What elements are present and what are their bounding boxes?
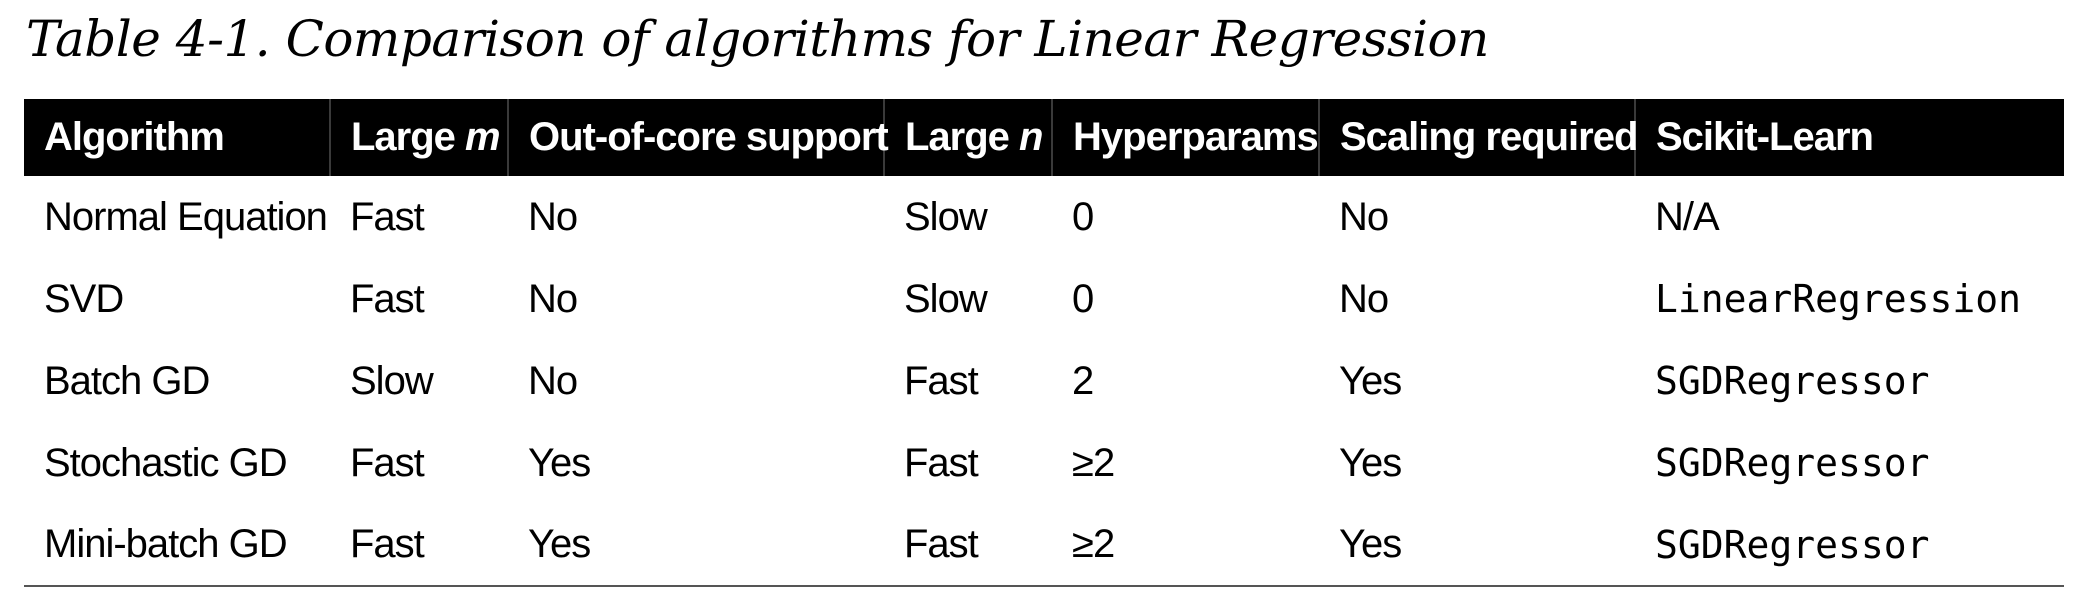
cell-scaling: Yes — [1339, 440, 1402, 485]
cell-algorithm: Batch GD — [44, 358, 210, 403]
header-large-n-var: n — [1019, 115, 1043, 159]
cell-large-n: Slow — [904, 194, 988, 239]
cell-scikit-learn: SGDRegressor — [1655, 359, 1930, 403]
cell-scikit-learn: N/A — [1655, 194, 1720, 239]
cell-large-m: Slow — [350, 358, 434, 403]
cell-algorithm: Normal Equation — [44, 194, 328, 239]
header-out-of-core: Out-of-core support — [507, 99, 889, 176]
cell-out-of-core: Yes — [528, 440, 591, 485]
cell-out-of-core: Yes — [508, 504, 884, 587]
cell-large-n: Fast — [904, 358, 979, 403]
header-row: Algorithm Large m Out-of-core support La… — [24, 99, 2064, 176]
cell-hyperparams: ≥2 — [1052, 504, 1319, 587]
cell-algorithm: Stochastic GD — [44, 440, 288, 485]
table-row: SVD Fast No Slow 0 No LinearRegression — [24, 258, 2064, 340]
cell-large-n: Fast — [884, 504, 1052, 587]
cell-large-m: Fast — [350, 276, 425, 321]
cell-large-n: Slow — [904, 276, 988, 321]
table-body: Normal Equation Fast No Slow 0 No N/A SV… — [24, 176, 2064, 587]
cell-hyperparams: 0 — [1072, 276, 1094, 321]
cell-scaling: No — [1339, 276, 1389, 321]
algorithm-comparison-table: Algorithm Large m Out-of-core support La… — [24, 99, 2064, 587]
cell-scikit-learn: LinearRegression — [1655, 277, 2022, 321]
cell-scaling: Yes — [1339, 358, 1402, 403]
table-caption: Table 4-1. Comparison of algorithms for … — [26, 10, 1489, 68]
header-large-m-var: m — [465, 115, 501, 159]
header-large-n: Large n — [883, 99, 1052, 176]
cell-scikit-learn: SGDRegressor — [1655, 441, 1930, 485]
table-row: Normal Equation Fast No Slow 0 No N/A — [24, 176, 2064, 258]
cell-scikit-learn: SGDRegressor — [1635, 504, 2064, 587]
cell-scaling: No — [1339, 194, 1389, 239]
cell-out-of-core: No — [528, 358, 578, 403]
table-row: Batch GD Slow No Fast 2 Yes SGDRegressor — [24, 340, 2064, 422]
table-row: Mini-batch GD Fast Yes Fast ≥2 Yes SGDRe… — [24, 504, 2064, 587]
cell-hyperparams: ≥2 — [1072, 440, 1115, 485]
cell-algorithm: SVD — [44, 276, 124, 321]
table-row: Stochastic GD Fast Yes Fast ≥2 Yes SGDRe… — [24, 422, 2064, 504]
cell-scaling: Yes — [1319, 504, 1635, 587]
cell-algorithm: Mini-batch GD — [24, 504, 330, 587]
table-header: Algorithm Large m Out-of-core support La… — [24, 99, 2064, 176]
cell-large-m: Fast — [350, 194, 425, 239]
header-large-m: Large m — [329, 99, 508, 176]
cell-hyperparams: 2 — [1072, 358, 1094, 403]
cell-out-of-core: No — [528, 276, 578, 321]
cell-hyperparams: 0 — [1072, 194, 1094, 239]
cell-large-m: Fast — [330, 504, 508, 587]
header-scikit-learn: Scikit-Learn — [1634, 99, 2064, 176]
cell-large-m: Fast — [350, 440, 425, 485]
header-large-n-prefix: Large — [905, 115, 1020, 159]
cell-out-of-core: No — [528, 194, 578, 239]
header-large-m-prefix: Large — [351, 115, 466, 159]
header-scaling-required: Scaling required — [1318, 99, 1638, 176]
header-algorithm: Algorithm — [44, 115, 225, 159]
cell-large-n: Fast — [904, 440, 979, 485]
header-hyperparams: Hyperparams — [1051, 99, 1319, 176]
